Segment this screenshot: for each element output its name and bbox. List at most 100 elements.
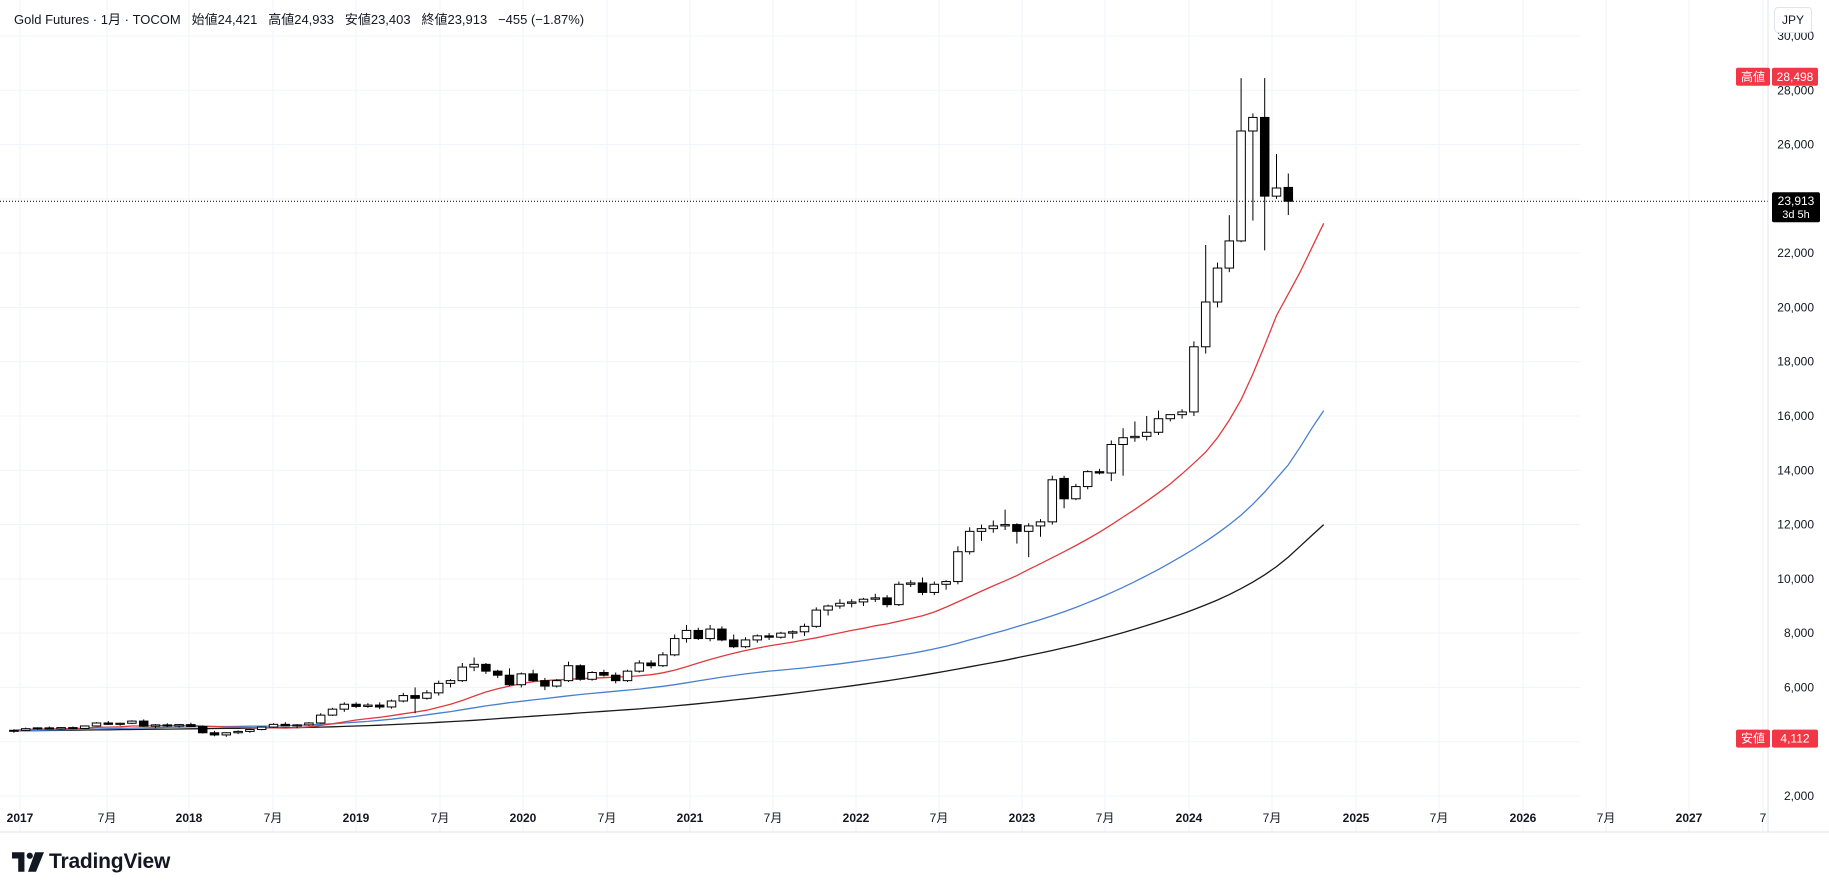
candle [1271, 154, 1282, 199]
candle-body [811, 609, 822, 627]
candle-body [1047, 479, 1058, 523]
candle-body [1177, 411, 1187, 416]
candle [540, 677, 550, 691]
candle-body [1271, 187, 1282, 197]
candle [634, 660, 645, 673]
candle-body [1035, 521, 1046, 527]
candle [174, 724, 184, 728]
candle-body [1141, 431, 1152, 437]
last-price-text: 23,913 [1778, 194, 1815, 208]
candle-body [976, 528, 987, 532]
x-tick-label: 7月 [98, 811, 117, 825]
candle [351, 702, 361, 709]
candle-body [1106, 444, 1117, 474]
candle-body [1012, 524, 1022, 532]
series-group [0, 78, 1768, 737]
x-tick-label: 7月 [1430, 811, 1449, 825]
candle [304, 722, 314, 726]
candle [209, 730, 220, 737]
symbol-name[interactable]: Gold Futures [14, 12, 90, 27]
candle [563, 661, 574, 682]
countdown-text: 3d 5h [1782, 209, 1810, 221]
candle-body [91, 722, 102, 727]
y-tick-label: 22,000 [1777, 246, 1814, 260]
interval[interactable]: 1月 [100, 12, 121, 27]
candle-body [174, 724, 184, 727]
candle-body [776, 632, 786, 638]
candle [445, 679, 456, 688]
candle-body [1059, 477, 1069, 500]
candle-body [1071, 486, 1081, 500]
low-label-badge-text: 安値 [1741, 731, 1765, 746]
y-tick-label: 6,000 [1784, 680, 1814, 694]
candle [516, 672, 527, 688]
candle [681, 625, 692, 643]
candle-body [363, 704, 373, 707]
candle-body [1248, 116, 1258, 132]
candle [964, 527, 975, 555]
candle-body [422, 692, 432, 699]
x-tick-label: 7月 [1263, 811, 1282, 825]
candle [658, 652, 668, 668]
candle [941, 580, 951, 590]
candle-body [138, 720, 149, 727]
candle [469, 657, 479, 672]
close-value: 23,913 [447, 12, 488, 27]
candle [752, 634, 763, 643]
candle-body [1118, 437, 1128, 446]
candle-body [870, 597, 881, 600]
x-tick-label: 7 [1760, 811, 1767, 825]
y-tick-label: 18,000 [1777, 355, 1814, 369]
candle [846, 599, 857, 608]
candle [705, 625, 715, 642]
candle-body [1165, 414, 1176, 420]
candle [717, 626, 727, 642]
candle-body [917, 582, 928, 593]
candle-body [1212, 267, 1223, 303]
candle-body [32, 727, 43, 730]
candle-body [386, 700, 397, 708]
candle-body [764, 635, 774, 638]
x-tick-label: 2024 [1176, 811, 1203, 825]
candle [280, 722, 291, 727]
x-tick-label: 2026 [1510, 811, 1537, 825]
candle [481, 663, 491, 674]
exchange: TOCOM [132, 12, 181, 27]
sep1: · [92, 12, 98, 27]
candle-body [953, 551, 963, 583]
candle [44, 726, 55, 730]
candle [103, 721, 114, 725]
candle [363, 703, 373, 708]
candle [870, 593, 881, 602]
candle [292, 724, 302, 729]
candle-body [929, 583, 940, 593]
candle [776, 631, 786, 639]
y-tick-label: 28,000 [1777, 83, 1814, 97]
currency-button[interactable]: JPY [1774, 7, 1812, 33]
x-tick-label: 7月 [598, 811, 617, 825]
candle [268, 723, 279, 729]
candle [728, 634, 739, 649]
x-tick-label: 7月 [264, 811, 283, 825]
candle-body [351, 703, 361, 707]
candle [138, 719, 149, 727]
candle [669, 634, 680, 657]
candle-body [56, 727, 66, 730]
candle [197, 725, 208, 734]
tradingview-logo[interactable]: TradingView [12, 850, 170, 874]
candle [233, 730, 243, 735]
candle-body [374, 704, 385, 708]
candle-body [658, 654, 668, 667]
candle-body [256, 726, 267, 730]
low-value-badge-bg [1772, 729, 1818, 748]
x-tick-label: 2021 [677, 811, 704, 825]
candle [315, 713, 326, 724]
candle [917, 577, 928, 596]
grid [0, 0, 1764, 832]
candle [245, 728, 255, 733]
x-tick-label: 2022 [843, 811, 870, 825]
candle-body [304, 722, 314, 726]
candle-body [681, 629, 692, 640]
